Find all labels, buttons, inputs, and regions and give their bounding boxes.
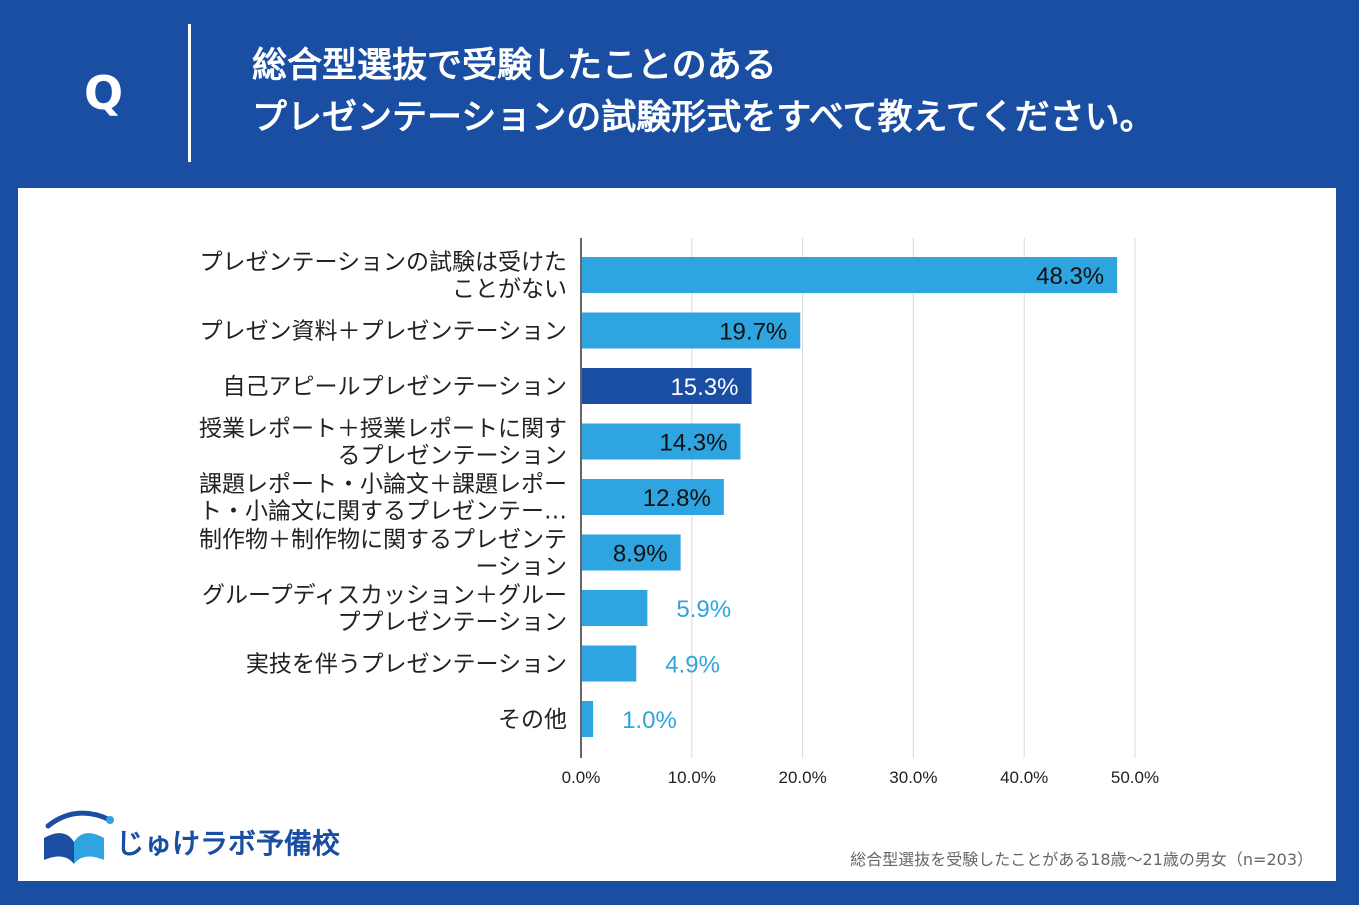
- category-label: プレゼン資料＋プレゼンテーション: [199, 319, 567, 345]
- category-label: るプレゼンテーション: [337, 443, 567, 469]
- bar-value-label: 19.7%: [719, 319, 787, 346]
- category-label: ことがない: [452, 277, 567, 303]
- bar: [582, 312, 801, 349]
- category-label: グループディスカッション＋グルー: [202, 583, 567, 609]
- bar-value-label: 5.9%: [676, 596, 731, 623]
- bar-value-label: 4.9%: [665, 652, 720, 679]
- category-label: ーション: [475, 554, 567, 580]
- bar: [582, 423, 741, 460]
- question-title-line2: プレゼンテーションの試験形式をすべて教えてください。: [252, 98, 1155, 138]
- category-label: その他: [498, 707, 567, 733]
- category-label: 制作物＋制作物に関するプレゼンテ: [199, 527, 567, 553]
- category-label: 授業レポート＋授業レポートに関す: [199, 416, 567, 442]
- category-label: ト・小論文に関するプレゼンテー…: [199, 499, 567, 525]
- bar: [582, 590, 648, 626]
- bar-value-label: 48.3%: [1036, 263, 1104, 290]
- question-letter: Q: [84, 66, 124, 120]
- x-tick-label: 0.0%: [562, 768, 601, 787]
- x-tick-label: 20.0%: [778, 768, 826, 787]
- header-divider: [188, 24, 191, 162]
- question-title-line1: 総合型選抜で受験したことのある: [252, 46, 777, 86]
- category-label: 実技を伴うプレゼンテーション: [246, 652, 567, 678]
- bar: [582, 534, 681, 571]
- book-logo-icon: [44, 810, 114, 864]
- bar-value-label: 1.0%: [622, 707, 677, 734]
- bar-value-label: 14.3%: [659, 430, 727, 457]
- x-tick-label: 40.0%: [1000, 768, 1048, 787]
- question-title: 総合型選抜で受験したことのある プレゼンテーションの試験形式をすべて教えてくださ…: [252, 40, 1155, 144]
- category-label: 自己アピールプレゼンテーション: [222, 374, 567, 400]
- brand-logo-text: じゅけラボ予備校: [116, 827, 341, 860]
- x-tick-label: 50.0%: [1111, 768, 1159, 787]
- bar: [582, 645, 637, 682]
- category-label: ププレゼンテーション: [337, 610, 567, 636]
- bar-value-label: 15.3%: [670, 374, 738, 401]
- bar: [582, 479, 724, 515]
- category-label: プレゼンテーションの試験は受けた: [199, 250, 567, 276]
- x-tick-label: 10.0%: [668, 768, 716, 787]
- bar: [582, 368, 752, 404]
- footnote: 総合型選抜を受験したことがある18歳〜21歳の男女（n=203）: [850, 850, 1313, 869]
- category-label: 課題レポート・小論文＋課題レポー: [199, 472, 567, 498]
- bar-value-label: 12.8%: [643, 485, 711, 512]
- bar-value-label: 8.9%: [613, 541, 668, 568]
- x-tick-label: 30.0%: [889, 768, 937, 787]
- bar: [582, 257, 1118, 293]
- bar: [582, 701, 594, 737]
